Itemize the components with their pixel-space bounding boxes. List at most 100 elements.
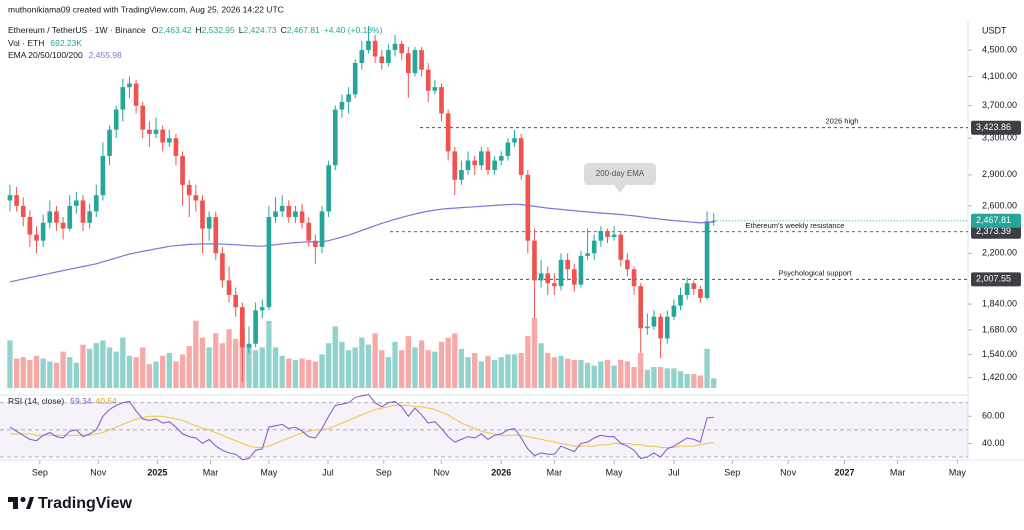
- volume-bar: [531, 318, 538, 388]
- x-tick-label: Mar: [203, 467, 219, 477]
- last-price-label: 2,467.81: [976, 215, 1011, 225]
- ohlc-value: 2,424.73: [243, 25, 276, 35]
- y-tick-label: 2,900.00: [982, 169, 1017, 179]
- volume-bar: [418, 340, 425, 388]
- volume-bar: [551, 357, 558, 388]
- candle-body: [545, 273, 551, 284]
- rsi-tick-label: 40.00: [982, 438, 1005, 448]
- candle-body: [452, 151, 458, 180]
- candle-body: [54, 211, 59, 223]
- volume-bar: [319, 354, 325, 388]
- ohlc-key: C: [281, 25, 287, 35]
- candle-body: [47, 211, 53, 223]
- volume-bar: [106, 347, 113, 388]
- volume-bar: [611, 365, 617, 388]
- candle-body: [366, 40, 371, 51]
- x-tick-label: Mar: [547, 467, 563, 477]
- volume-bar: [60, 351, 66, 388]
- volume-bar: [491, 360, 498, 388]
- candle-body: [465, 160, 471, 171]
- volume-bar: [598, 361, 604, 388]
- callout-box: [584, 163, 656, 185]
- candle-body: [166, 138, 172, 143]
- candle-body: [532, 240, 537, 281]
- candle-body: [339, 101, 345, 110]
- volume-bar: [691, 374, 697, 388]
- volume-bar: [697, 375, 704, 388]
- candle-body: [153, 129, 159, 134]
- candle-body: [226, 280, 232, 295]
- volume-bar: [485, 355, 491, 388]
- candle-body: [671, 305, 677, 317]
- rsi-ma-value: 40.54: [96, 396, 118, 406]
- y-tick-label: 1,540.00: [982, 349, 1017, 359]
- volume-bar: [372, 333, 378, 388]
- logo-mark: [26, 497, 34, 509]
- x-tick-label: Nov: [90, 467, 107, 477]
- x-tick-label: May: [260, 467, 278, 477]
- candle-body: [253, 310, 258, 344]
- x-tick-label: 2026: [491, 467, 511, 477]
- volume-bar: [299, 358, 305, 388]
- volume-bar: [140, 347, 146, 388]
- candle-body: [512, 138, 517, 143]
- volume-bar: [186, 346, 192, 388]
- volume-bar: [498, 357, 504, 388]
- candle-body: [34, 234, 39, 241]
- candle-body: [266, 217, 272, 308]
- logo: TradingView: [8, 495, 133, 512]
- volume-bar: [53, 362, 60, 388]
- volume-bar: [80, 344, 86, 388]
- volume-bar: [379, 350, 385, 388]
- volume-bar: [20, 357, 26, 388]
- volume-bar: [146, 364, 153, 388]
- rsi-legend: RSI (14, close) 59.34 40.54: [8, 396, 117, 406]
- volume-bar: [657, 367, 664, 388]
- candle-body: [240, 307, 245, 348]
- volume-bar: [618, 360, 624, 388]
- volume-bar: [677, 371, 684, 388]
- volume-bar: [252, 350, 259, 388]
- volume-bar: [445, 337, 451, 388]
- volume-bar: [571, 360, 577, 388]
- volume-bar: [684, 374, 690, 388]
- x-tick-label: Sep: [32, 467, 48, 477]
- volume-bar: [179, 354, 186, 388]
- ohlc-key: H: [196, 25, 202, 35]
- symbol-title: Ethereum / TetherUS · 1W · Binance: [8, 25, 146, 35]
- candle-body: [638, 286, 644, 329]
- volume-bar: [638, 353, 644, 388]
- volume-bar: [591, 365, 597, 388]
- candle-body: [213, 217, 219, 254]
- candle-body: [651, 316, 657, 327]
- candle-body: [479, 151, 484, 166]
- volume-bar: [266, 320, 272, 388]
- x-tick-label: 2027: [834, 467, 854, 477]
- candle-body: [565, 259, 570, 270]
- candle-body: [678, 294, 683, 306]
- candle-body: [93, 195, 99, 212]
- y-tick-label: 2,600.00: [982, 200, 1017, 210]
- candle-body: [485, 151, 491, 171]
- volume-bar: [385, 357, 392, 388]
- candle-body: [100, 155, 106, 196]
- price-change: +4.40 (+0.18%): [324, 25, 383, 35]
- volume-bar: [644, 369, 650, 388]
- last-price-tag: [971, 213, 1021, 228]
- candle-body: [372, 40, 378, 57]
- candle-body: [704, 221, 710, 298]
- candle-body: [631, 269, 637, 287]
- candle-body: [186, 184, 192, 196]
- candle-body: [578, 255, 584, 285]
- candle-body: [206, 217, 212, 229]
- y-tick-label: 1,420.00: [982, 372, 1017, 382]
- candle-body: [332, 109, 338, 166]
- candle-body: [538, 273, 544, 281]
- volume-bar: [704, 348, 710, 388]
- currency-label: USDT: [982, 25, 1007, 35]
- candle-body: [419, 50, 424, 70]
- x-tick-label: May: [606, 467, 624, 477]
- candle-body: [492, 160, 497, 171]
- logo-mark: [20, 496, 26, 503]
- candle-body: [107, 129, 112, 156]
